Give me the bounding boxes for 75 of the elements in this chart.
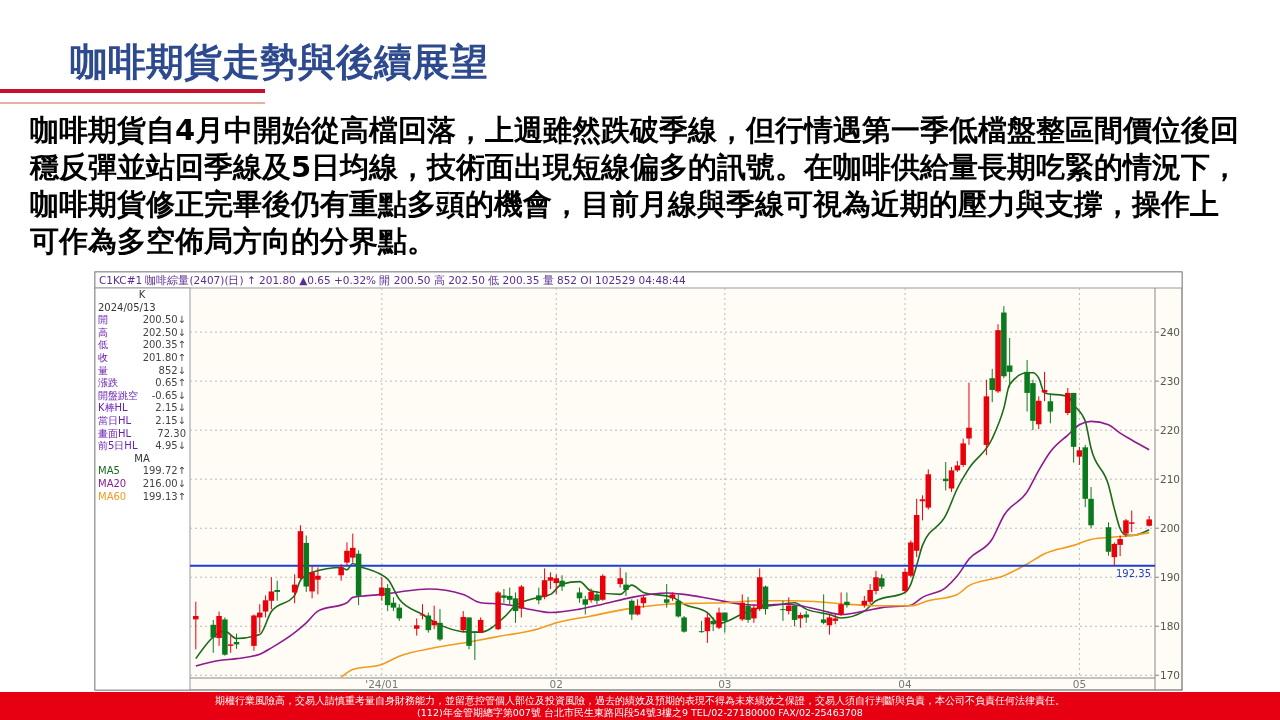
candlestick: [745, 596, 751, 624]
candlestick: [629, 598, 635, 621]
text: 當日HL 2.15↓: [98, 415, 186, 426]
text: C1KC#1 咖啡綜量(2407)(日) ↑ 201.80 ▲0.65 +0.32% 開 200.50 高 202.50 低 200.35 量 852 OI 102529 04:48:44: [99, 274, 686, 286]
text: 2024/05/13: [98, 301, 156, 313]
text: 前5日HL 4.95↓: [98, 440, 186, 452]
line-series: [340, 531, 1150, 679]
text: (112)年金管期總字第007號 台北市民生東路四段54號3樓之9 TEL/02-27180000 FAX/02-25463708: [417, 707, 863, 718]
candlestick: [960, 438, 966, 468]
candlestick: [274, 580, 280, 602]
y-tick-label: 190: [1160, 571, 1181, 584]
y-tick-label: 210: [1160, 473, 1181, 486]
candlestick: [780, 600, 786, 622]
text: 開盤跳空 -0.65↓: [98, 389, 186, 401]
candlestick: [425, 612, 432, 634]
text: 開 200.50↓: [98, 314, 186, 326]
text: 期權行業風險高，交易人請慎重考量自身財務能力，並留意控管個人部位及投資風險，過去的績效及預期的表現不得為未來績效之保證，交易人須自行判斷與負責，本公司不負責任何法律責任。: [215, 695, 1065, 706]
candlestick: [948, 466, 955, 493]
text: 畫面HL 72.30: [98, 427, 186, 439]
candlestick: [617, 566, 623, 589]
candlestick: [460, 610, 466, 634]
chart-subtitle: 咖啡期貨自4月中開始從高檔回落，上週雖然跌破季線，但行情遇第一季低檔盤整區間價位後回穩反彈並站回季線及5日均線，技術面出現短線偏多的訊號。在咖啡供給量長期吃緊的情況下，咖啡期貨修正完畢後仍有重點多頭的機會，目前月線與季線可視為近期的壓力與支撐，操作上可作為多空佈局方向的分界點。: [29, 113, 1240, 258]
y-tick-label: 180: [1160, 620, 1181, 633]
candlestick: [193, 601, 199, 650]
candlestick: [663, 583, 670, 609]
text: MA20: [98, 478, 127, 489]
candlestick: [518, 584, 525, 618]
candlestick: [716, 607, 722, 630]
chart-title: 咖啡期貨走勢與後續展望: [70, 40, 488, 84]
candlestick: [431, 605, 437, 630]
y-tick-label: 170: [1160, 669, 1181, 682]
text: 收 201.80↑: [98, 352, 186, 363]
candlestick: [379, 576, 385, 602]
candlestick: [594, 590, 600, 605]
candlestick: [704, 612, 711, 644]
ref-line-label: 192.35: [1116, 567, 1151, 579]
text: 量 852↓: [98, 364, 186, 376]
x-tick-label: 05: [1072, 678, 1087, 690]
candlestick: [210, 619, 217, 654]
text: 199.13↑: [142, 490, 186, 502]
candlestick: [216, 611, 222, 647]
text: K: [138, 289, 146, 300]
y-tick-label: 230: [1160, 375, 1181, 388]
candlestick: [820, 593, 827, 625]
candlestick: [1047, 394, 1054, 424]
candlestick: [838, 591, 844, 617]
text: 199.72↑: [142, 465, 186, 477]
x-tick-label: 02: [549, 678, 563, 690]
text: 高 202.50↓: [98, 326, 186, 338]
y-tick-label: 220: [1160, 424, 1181, 437]
candlestick: [1065, 387, 1071, 416]
line-series: [195, 420, 1150, 667]
candlestick: [739, 593, 746, 622]
x-tick-label: 03: [718, 678, 732, 690]
text: MA: [134, 452, 150, 464]
x-tick-label: 04: [898, 678, 913, 690]
candlestick: [844, 591, 850, 609]
x-tick-label: '24/01: [365, 678, 399, 690]
text: K棒HL 2.15↓: [98, 402, 186, 414]
candlestick: [623, 571, 629, 597]
candlestick: [1076, 446, 1083, 466]
candlestick: [437, 608, 443, 642]
y-tick-label: 240: [1160, 326, 1181, 339]
text: MA5: [98, 465, 120, 477]
text: MA60: [98, 490, 127, 502]
candlestick: [338, 563, 344, 582]
line-series: [195, 372, 1150, 660]
candlestick: [989, 368, 995, 403]
text: 漲跌 0.65↑: [98, 377, 186, 389]
text: 216.00↓: [142, 478, 186, 489]
candlestick: [966, 382, 972, 446]
candlestick: [582, 595, 589, 615]
text: 低 200.35↑: [98, 339, 186, 351]
y-tick-label: 200: [1160, 522, 1181, 535]
candlestick: [559, 574, 565, 592]
